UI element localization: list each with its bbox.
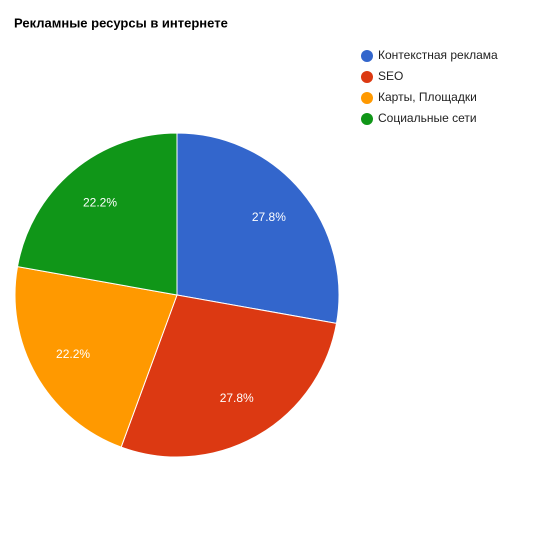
legend-marker xyxy=(361,92,373,104)
legend-label: SEO xyxy=(378,69,403,83)
legend-marker xyxy=(361,113,373,125)
legend-marker xyxy=(361,50,373,62)
legend-label: Контекстная реклама xyxy=(378,48,498,62)
data-label: 27.8% xyxy=(220,391,254,405)
chart-title: Рекламные ресурсы в интернете xyxy=(14,15,228,30)
legend-label: Социальные сети xyxy=(378,111,477,125)
pie-slice xyxy=(14,266,178,448)
legend-label: Карты, Площадки xyxy=(378,90,477,104)
data-label: 22.2% xyxy=(83,195,117,209)
data-label: 22.2% xyxy=(56,347,90,361)
pie-slice xyxy=(120,294,338,458)
pie-slice xyxy=(176,132,340,324)
pie-slice xyxy=(16,132,178,296)
data-label: 27.8% xyxy=(252,210,286,224)
legend-marker xyxy=(361,71,373,83)
